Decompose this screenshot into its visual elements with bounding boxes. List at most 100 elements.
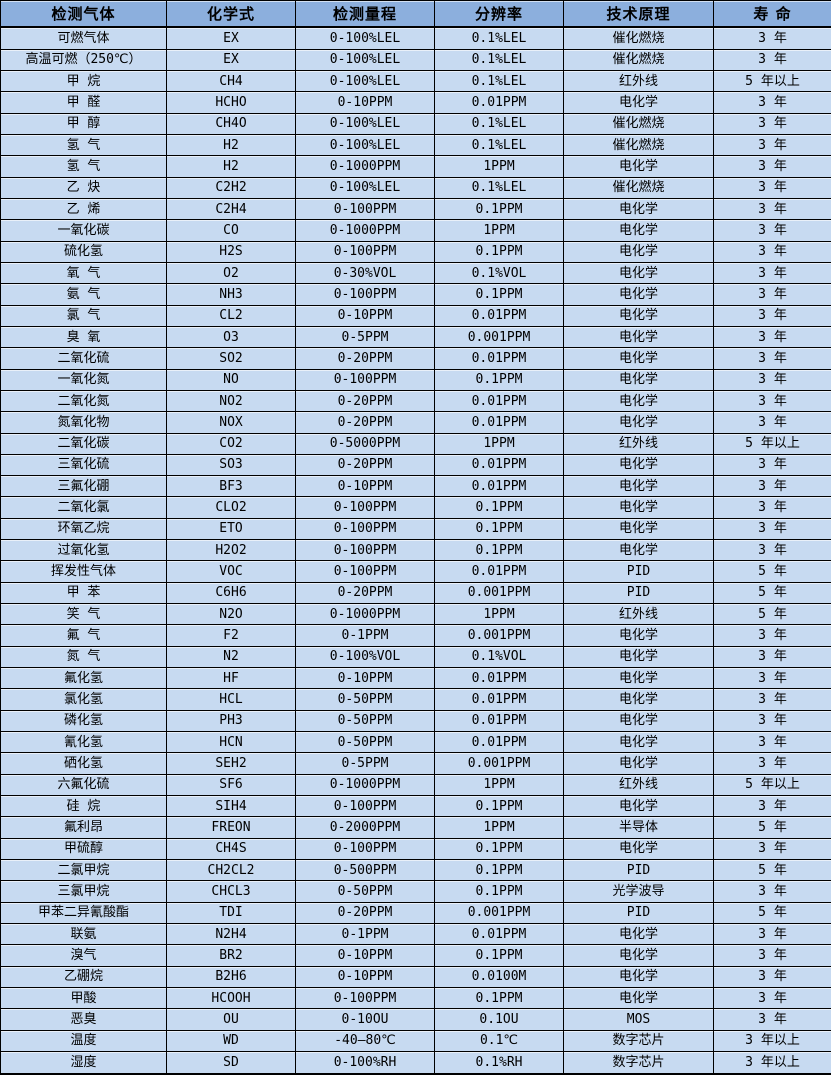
table-row: 一氧化碳 CO 0-1000PPM 1PPM 电化学 3 年 <box>0 219 831 242</box>
cell-gas-name: 六氟化硫 <box>0 773 167 797</box>
table-row: 氢 气 H2 0-100%LEL 0.1%LEL 催化燃烧 3 年 <box>0 133 831 157</box>
cell-resolution: 0.001PPM <box>434 325 564 349</box>
cell-gas-name: 二氧化碳 <box>0 432 167 455</box>
table-row: 高温可燃（250℃） EX 0-100%LEL 0.1%LEL 催化燃烧 3 年 <box>0 48 831 71</box>
cell-resolution: 0.01PPM <box>434 475 564 498</box>
cell-technology-principle: 电化学 <box>563 752 714 775</box>
table-row: 六氟化硫 SF6 0-1000PPM 1PPM 红外线 5 年以上 <box>0 773 831 797</box>
cell-chemical-formula: HCN <box>166 731 296 754</box>
table-row: 湿度 SD 0-100%RH 0.1%RH 数字芯片 3 年以上 <box>0 1051 831 1075</box>
cell-technology-principle: 电化学 <box>563 688 714 711</box>
cell-lifespan: 3 年 <box>713 752 831 775</box>
cell-detection-range: 0-10PPM <box>295 304 435 327</box>
cell-resolution: 0.1PPM <box>434 859 564 882</box>
cell-resolution: 0.01PPM <box>434 709 564 733</box>
cell-lifespan: 3 年 <box>713 48 831 71</box>
table-row: 三氟化硼 BF3 0-10PPM 0.01PPM 电化学 3 年 <box>0 475 831 498</box>
cell-technology-principle: 催化燃烧 <box>563 133 714 157</box>
cell-detection-range: 0-20PPM <box>295 389 435 413</box>
cell-technology-principle: 半导体 <box>563 816 714 839</box>
cell-chemical-formula: CO <box>166 219 296 242</box>
cell-lifespan: 3 年 <box>713 923 831 946</box>
cell-resolution: 0.1PPM <box>434 517 564 541</box>
cell-technology-principle: 电化学 <box>563 944 714 967</box>
cell-chemical-formula: ETO <box>166 517 296 541</box>
cell-resolution: 0.1OU <box>434 1008 564 1031</box>
cell-resolution: 0.1PPM <box>434 496 564 519</box>
cell-detection-range: 0-100%LEL <box>295 133 435 157</box>
cell-chemical-formula: CO2 <box>166 432 296 455</box>
cell-detection-range: 0-5PPM <box>295 752 435 775</box>
cell-gas-name: 氢 气 <box>0 133 167 157</box>
cell-gas-name: 氮 气 <box>0 645 167 669</box>
cell-resolution: 0.001PPM <box>434 752 564 775</box>
table-row: 氟 气 F2 0-1PPM 0.001PPM 电化学 3 年 <box>0 624 831 647</box>
cell-detection-range: 0-10PPM <box>295 667 435 690</box>
table-row: 乙 烯 C2H4 0-100PPM 0.1PPM 电化学 3 年 <box>0 197 831 221</box>
cell-gas-name: 高温可燃（250℃） <box>0 48 167 71</box>
cell-lifespan: 3 年 <box>713 1008 831 1031</box>
cell-resolution: 1PPM <box>434 219 564 242</box>
cell-chemical-formula: N2O <box>166 603 296 626</box>
cell-technology-principle: 电化学 <box>563 325 714 349</box>
cell-chemical-formula: H2 <box>166 133 296 157</box>
cell-lifespan: 3 年以上 <box>713 1051 831 1075</box>
cell-gas-name: 一氧化碳 <box>0 219 167 242</box>
cell-lifespan: 3 年 <box>713 624 831 647</box>
cell-technology-principle: 数字芯片 <box>563 1051 714 1075</box>
cell-technology-principle: 电化学 <box>563 795 714 818</box>
cell-gas-name: 环氧乙烷 <box>0 517 167 541</box>
cell-resolution: 0.01PPM <box>434 347 564 370</box>
table-row: 氮 气 N2 0-100%VOL 0.1%VOL 电化学 3 年 <box>0 645 831 669</box>
cell-detection-range: 0-20PPM <box>295 347 435 370</box>
cell-detection-range: 0-1000PPM <box>295 219 435 242</box>
cell-lifespan: 3 年 <box>713 347 831 370</box>
cell-resolution: 0.01PPM <box>434 560 564 583</box>
cell-technology-principle: 红外线 <box>563 69 714 93</box>
cell-chemical-formula: EX <box>166 26 296 50</box>
cell-resolution: 0.001PPM <box>434 901 564 925</box>
cell-lifespan: 5 年 <box>713 901 831 925</box>
cell-technology-principle: PID <box>563 560 714 583</box>
cell-detection-range: 0-100%LEL <box>295 26 435 50</box>
cell-lifespan: 3 年 <box>713 91 831 114</box>
cell-detection-range: 0-10PPM <box>295 965 435 989</box>
cell-lifespan: 3 年 <box>713 709 831 733</box>
cell-chemical-formula: SD <box>166 1051 296 1075</box>
cell-detection-range: 0-2000PPM <box>295 816 435 839</box>
cell-gas-name: 磷化氢 <box>0 709 167 733</box>
table-row: 甲 苯 C6H6 0-20PPM 0.001PPM PID 5 年 <box>0 581 831 605</box>
cell-technology-principle: 电化学 <box>563 197 714 221</box>
cell-chemical-formula: N2H4 <box>166 923 296 946</box>
cell-technology-principle: 电化学 <box>563 368 714 391</box>
table-row: 二氧化氮 NO2 0-20PPM 0.01PPM 电化学 3 年 <box>0 389 831 413</box>
cell-lifespan: 3 年以上 <box>713 1029 831 1053</box>
cell-detection-range: 0-50PPM <box>295 731 435 754</box>
cell-gas-name: 可燃气体 <box>0 26 167 50</box>
cell-lifespan: 3 年 <box>713 197 831 221</box>
table-row: 二氧化氯 CLO2 0-100PPM 0.1PPM 电化学 3 年 <box>0 496 831 519</box>
cell-technology-principle: PID <box>563 581 714 605</box>
cell-detection-range: 0-1PPM <box>295 923 435 946</box>
cell-chemical-formula: WD <box>166 1029 296 1053</box>
cell-detection-range: 0-100%RH <box>295 1051 435 1075</box>
cell-technology-principle: 电化学 <box>563 667 714 690</box>
cell-lifespan: 5 年 <box>713 816 831 839</box>
cell-gas-name: 甲 醇 <box>0 112 167 135</box>
cell-resolution: 0.1%RH <box>434 1051 564 1075</box>
cell-chemical-formula: BF3 <box>166 475 296 498</box>
cell-chemical-formula: C6H6 <box>166 581 296 605</box>
header-lifespan: 寿 命 <box>713 0 831 28</box>
cell-technology-principle: 催化燃烧 <box>563 48 714 71</box>
table-row: 溴气 BR2 0-10PPM 0.1PPM 电化学 3 年 <box>0 944 831 967</box>
cell-resolution: 0.01PPM <box>434 389 564 413</box>
cell-chemical-formula: VOC <box>166 560 296 583</box>
cell-resolution: 0.1%LEL <box>434 48 564 71</box>
cell-lifespan: 5 年以上 <box>713 432 831 455</box>
cell-gas-name: 氟利昂 <box>0 816 167 839</box>
cell-chemical-formula: TDI <box>166 901 296 925</box>
cell-chemical-formula: FREON <box>166 816 296 839</box>
cell-resolution: 0.01PPM <box>434 304 564 327</box>
table-row: 乙 炔 C2H2 0-100%LEL 0.1%LEL 催化燃烧 3 年 <box>0 176 831 199</box>
